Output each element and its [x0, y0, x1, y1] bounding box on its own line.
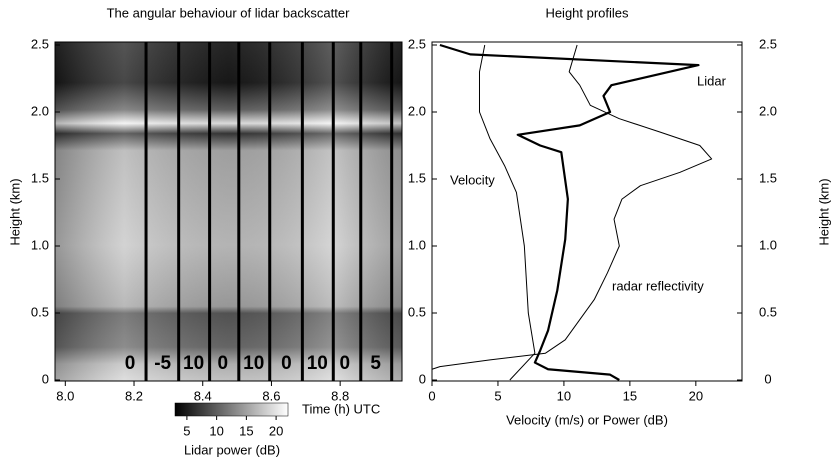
y-tick-label: 1.0 [31, 237, 49, 252]
series-label: Velocity [450, 172, 495, 187]
x-axis-label: Velocity (m/s) or Power (dB) [506, 412, 668, 427]
y-tick-label: 1.5 [408, 170, 426, 185]
segment-label: 10 [243, 353, 264, 374]
segment-label: 5 [370, 353, 381, 374]
y-tick-label: 1.5 [759, 170, 777, 185]
colorbar-tick-label: 10 [209, 423, 223, 438]
x-tick-label: 20 [689, 388, 703, 403]
segment-label: 10 [183, 353, 204, 374]
right-panel: Height profiles Velocity (m/s) or Power … [431, 5, 831, 427]
segment-label: 0 [339, 353, 350, 374]
y-tick-label: 1.0 [408, 237, 426, 252]
colorbar-tick-label: 15 [239, 423, 253, 438]
series-label: radar reflectivity [612, 278, 704, 293]
y-tick-label: 2.0 [408, 103, 426, 118]
left-panel: The angular behaviour of lidar backscatt… [7, 5, 403, 457]
x-tick-label: 5 [494, 388, 501, 403]
x-tick-label: 10 [557, 388, 571, 403]
chart-title: The angular behaviour of lidar backscatt… [107, 5, 350, 20]
segment-label: 10 [307, 353, 328, 374]
x-tick-label: 8.2 [125, 388, 143, 403]
colorbar [174, 402, 289, 417]
y-tick-label: 0 [419, 371, 426, 386]
profile-line [478, 44, 536, 381]
y-tick-label: 2.0 [31, 103, 49, 118]
y-tick-label: 0.5 [408, 304, 426, 319]
y-axis-label: Height (km) [816, 178, 831, 245]
segment-label: 0 [125, 353, 136, 374]
plot-frame [54, 41, 403, 382]
segment-label: 0 [218, 353, 229, 374]
y-axis-label: Height (km) [7, 178, 22, 245]
y-tick-label: 1.5 [31, 170, 49, 185]
segment-label: -5 [154, 353, 171, 374]
colorbar-tick-label: 20 [269, 423, 283, 438]
x-tick-label: 8.6 [262, 388, 280, 403]
y-tick-label: 2.5 [31, 36, 49, 51]
y-tick-label: 2.0 [759, 103, 777, 118]
y-tick-label: 0.5 [759, 304, 777, 319]
x-tick-label: 8.8 [331, 388, 349, 403]
series-label: Lidar [697, 73, 727, 88]
y-tick-label: 0 [764, 371, 771, 386]
x-axis-label: Time (h) UTC [302, 401, 380, 416]
x-tick-label: 0 [428, 388, 435, 403]
colorbar-tick-label: 5 [183, 423, 190, 438]
colorbar-label: Lidar power (dB) [184, 442, 280, 457]
y-tick-label: 1.0 [759, 237, 777, 252]
backscatter-shading [55, 42, 402, 381]
y-tick-label: 0 [42, 371, 49, 386]
x-tick-label: 8.4 [194, 388, 212, 403]
plot-frame [431, 41, 743, 382]
segment-label: 0 [281, 353, 292, 374]
profile-line [431, 44, 713, 370]
x-tick-label: 8.0 [56, 388, 74, 403]
y-tick-label: 2.5 [408, 36, 426, 51]
chart-title: Height profiles [545, 5, 629, 20]
x-tick-label: 15 [623, 388, 637, 403]
profile-line [439, 43, 700, 381]
y-tick-label: 2.5 [759, 36, 777, 51]
y-tick-label: 0.5 [31, 304, 49, 319]
